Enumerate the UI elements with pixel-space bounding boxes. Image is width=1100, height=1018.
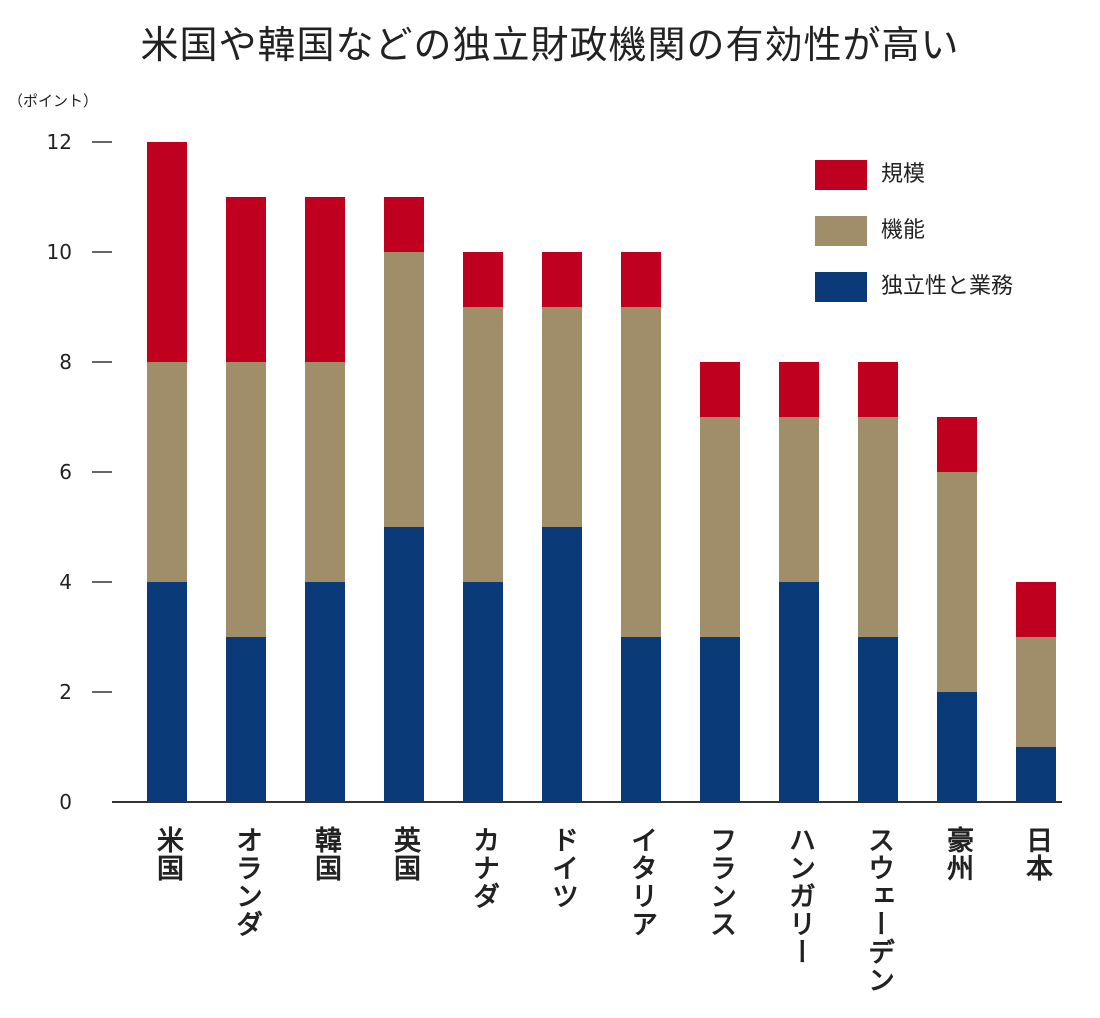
x-tick-label: ドイツ (547, 826, 578, 910)
y-axis-unit: （ポイント） (8, 92, 99, 110)
bar-segment: フランス 機能: 4 (700, 417, 740, 637)
x-tick-label: スウェーデン (863, 826, 894, 994)
y-tick-label: 8 (59, 350, 72, 374)
bar-segment: 英国 機能: 5 (384, 252, 424, 527)
legend-label: 独立性と業務 (881, 274, 1014, 299)
chart-title: 米国や韓国などの独立財政機関の有効性が高い (140, 23, 960, 67)
bar-segment: オランダ 独立性と業務: 3 (226, 637, 266, 802)
x-tick-label: 韓国 (310, 826, 341, 882)
bar-segment: ドイツ 規模: 1 (542, 252, 582, 307)
bar-segment: ハンガリー 機能: 3 (779, 417, 819, 582)
bar-segment: 日本 独立性と業務: 1 (1016, 747, 1056, 802)
x-tick-label: 豪州 (942, 826, 973, 882)
y-tick-label: 6 (59, 460, 72, 484)
bar-segment: 韓国 独立性と業務: 4 (305, 582, 345, 802)
bar-segment: イタリア 独立性と業務: 3 (621, 637, 661, 802)
bar-segment: イタリア 機能: 6 (621, 307, 661, 637)
bar-segment: フランス 独立性と業務: 3 (700, 637, 740, 802)
legend-label: 機能 (881, 218, 926, 243)
legend-swatch (815, 272, 867, 302)
bar-segment: 豪州 独立性と業務: 2 (937, 692, 977, 802)
x-tick-label: 米国 (152, 826, 183, 882)
bar-segment: 豪州 機能: 4 (937, 472, 977, 692)
bar-segment: ハンガリー 独立性と業務: 4 (779, 582, 819, 802)
legend-label: 規模 (881, 162, 926, 187)
bar-segment: 日本 機能: 2 (1016, 637, 1056, 747)
y-tick-label: 0 (59, 790, 72, 814)
bar-segment: スウェーデン 独立性と業務: 3 (858, 637, 898, 802)
bar-segment: オランダ 機能: 5 (226, 362, 266, 637)
x-tick-label: 日本 (1021, 826, 1052, 882)
x-tick-label: フランス (705, 826, 736, 938)
bar-segment: 豪州 規模: 1 (937, 417, 977, 472)
legend-swatch (815, 160, 867, 190)
y-tick-label: 2 (59, 680, 72, 704)
y-tick-label: 4 (59, 570, 72, 594)
bar-segment: 英国 規模: 1 (384, 197, 424, 252)
bar-segment: フランス 規模: 1 (700, 362, 740, 417)
x-tick-label: カナダ (468, 826, 499, 910)
bar-segment: 英国 独立性と業務: 5 (384, 527, 424, 802)
bar-segment: 米国 規模: 4 (147, 142, 187, 362)
x-tick-label: 英国 (389, 826, 420, 882)
x-tick-label: イタリア (626, 826, 657, 938)
bar-segment: ハンガリー 規模: 1 (779, 362, 819, 417)
bar-segment: 米国 機能: 4 (147, 362, 187, 582)
bar-segment: オランダ 規模: 3 (226, 197, 266, 362)
bar-segment: 韓国 規模: 3 (305, 197, 345, 362)
bar-segment: スウェーデン 機能: 4 (858, 417, 898, 637)
bar-segment: 日本 規模: 1 (1016, 582, 1056, 637)
bar-segment: カナダ 機能: 5 (463, 307, 503, 582)
x-tick-label: オランダ (231, 826, 262, 938)
legend-swatch (815, 216, 867, 246)
x-tick-label: ハンガリー (784, 826, 815, 966)
bar-segment: カナダ 規模: 1 (463, 252, 503, 307)
y-tick-label: 12 (47, 130, 72, 154)
bar-segment: ドイツ 独立性と業務: 5 (542, 527, 582, 802)
bar-segment: 米国 独立性と業務: 4 (147, 582, 187, 802)
bar-segment: ドイツ 機能: 4 (542, 307, 582, 527)
bar-segment: スウェーデン 規模: 1 (858, 362, 898, 417)
bar-segment: 韓国 機能: 4 (305, 362, 345, 582)
bar-segment: イタリア 規模: 1 (621, 252, 661, 307)
y-tick-label: 10 (47, 240, 72, 264)
bar-segment: カナダ 独立性と業務: 4 (463, 582, 503, 802)
